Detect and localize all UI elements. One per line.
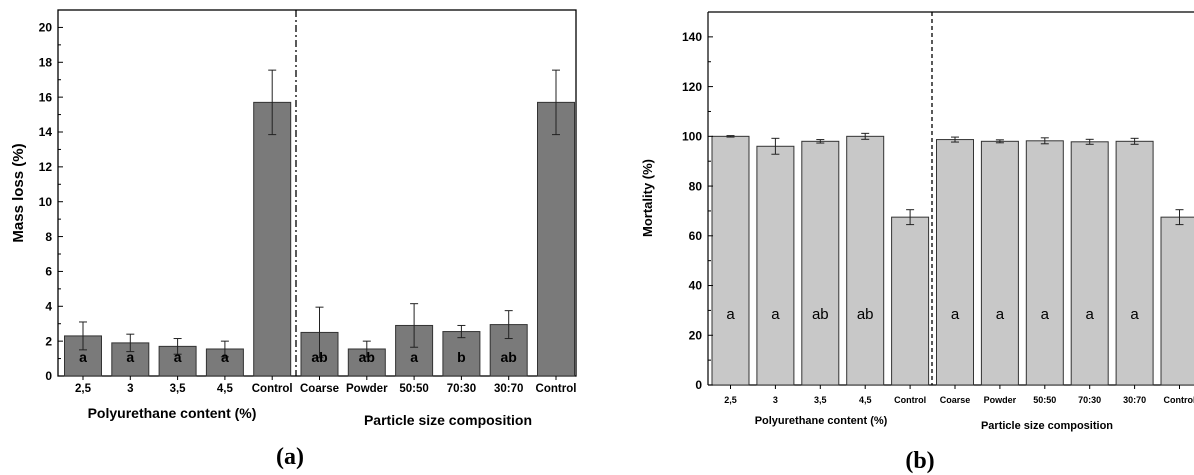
y-tick-label-a: 16 [39, 90, 53, 104]
bar-b-1 [756, 145, 795, 386]
x-tick-label-a-5: Coarse [300, 383, 339, 395]
y-tick-label-a: 8 [45, 230, 52, 244]
significance-letter-a-5: ab [311, 349, 327, 365]
significance-letter-b-3: ab [857, 306, 874, 323]
x-tick-label-a-2: 3,5 [170, 383, 187, 395]
significance-letter-b-1: a [771, 306, 780, 323]
bar-b-7 [1025, 140, 1064, 386]
y-tick-label-a: 18 [39, 55, 53, 69]
bar-b-2 [801, 140, 840, 386]
bar-b-3 [846, 135, 885, 386]
x-tick-label-a-7: 50:50 [399, 383, 428, 395]
y-tick-label-a: 0 [45, 369, 52, 383]
x-axis-a: 2,5 3 3,5 4,5 Control Coarse Powder 50:50 70:30 3… [75, 376, 576, 395]
bars-b: a a ab ab a a a a a [711, 132, 1194, 386]
plot-frame-a [57, 9, 577, 377]
x-tick-label-b-7: 50:50 [1033, 395, 1056, 405]
x-tick-label-a-9: 30:70 [494, 383, 523, 395]
bar-a-10 [537, 101, 575, 377]
x-tick-label-b-10: Control [1164, 395, 1194, 405]
chart-b: a a ab ab a a a a a 0 20 40 60 80 100 120 140 2,5 3 3,5 4,… [640, 11, 1194, 474]
x-tick-label-a-4: Control [252, 383, 293, 395]
x-tick-label-a-6: Powder [346, 383, 388, 395]
significance-letter-b-7: a [1041, 306, 1050, 323]
significance-letter-a-6: ab [359, 349, 375, 365]
significance-letter-b-8: a [1086, 306, 1095, 323]
bar-b-10 [1160, 216, 1194, 386]
y-tick-label-b: 60 [689, 229, 703, 243]
x-tick-label-b-5: Coarse [940, 395, 971, 405]
bar-b-6 [980, 140, 1019, 386]
significance-letter-b-2: ab [812, 306, 829, 323]
bars-a: a a a a ab ab a b ab [64, 69, 575, 377]
x-tick-label-b-3: 4,5 [859, 395, 872, 405]
bar-b-8 [1070, 141, 1109, 386]
y-tick-label-b: 140 [682, 30, 702, 44]
bar-b-9 [1115, 140, 1154, 386]
significance-letter-a-7: a [410, 349, 418, 365]
y-axis-a: 0 2 4 6 8 10 12 14 16 18 20 [39, 9, 63, 383]
x-tick-label-a-10: Control [536, 383, 577, 395]
significance-letter-b-9: a [1130, 306, 1139, 323]
group-label-b-particle: Particle size composition [981, 420, 1113, 432]
x-tick-label-b-4: Control [894, 395, 926, 405]
significance-letter-a-9: ab [501, 349, 517, 365]
bar-a-4 [253, 101, 292, 377]
y-tick-label-a: 4 [45, 299, 52, 313]
significance-letter-b-5: a [951, 306, 960, 323]
y-tick-label-a: 12 [39, 160, 53, 174]
y-tick-label-b: 80 [689, 179, 703, 193]
significance-letter-a-2: a [174, 349, 182, 365]
panel-label-b: (b) [905, 448, 934, 474]
group-label-a-polyurethane: Polyurethane content (%) [88, 405, 257, 421]
significance-letter-a-8: b [457, 349, 466, 365]
significance-letter-a-1: a [126, 349, 134, 365]
significance-letter-a-3: a [221, 349, 229, 365]
significance-letter-b-0: a [726, 306, 735, 323]
x-tick-label-b-6: Powder [984, 395, 1017, 405]
x-tick-label-a-1: 3 [127, 383, 133, 395]
y-tick-label-a: 10 [39, 195, 53, 209]
x-tick-label-b-9: 30:70 [1123, 395, 1146, 405]
significance-letter-a-0: a [79, 349, 87, 365]
y-tick-label-b: 20 [689, 328, 703, 342]
x-tick-label-b-8: 70:30 [1078, 395, 1101, 405]
y-tick-label-a: 14 [39, 125, 53, 139]
group-label-b-polyurethane: Polyurethane content (%) [755, 415, 888, 427]
bar-b-0 [711, 135, 750, 386]
bar-b-5 [936, 139, 974, 386]
x-axis-b: 2,5 3 3,5 4,5 Control Coarse Powder 50:50 70:30 3… [724, 385, 1194, 405]
x-tick-label-a-0: 2,5 [75, 383, 92, 395]
y-tick-label-b: 120 [682, 80, 702, 94]
panel-label-a: (a) [276, 444, 304, 470]
group-label-a-particle: Particle size composition [364, 412, 532, 428]
x-tick-label-a-8: 70:30 [447, 383, 476, 395]
y-tick-label-b: 100 [682, 130, 702, 144]
x-tick-label-b-1: 3 [773, 395, 778, 405]
x-tick-label-b-2: 3,5 [814, 395, 827, 405]
bar-b-4 [891, 216, 930, 386]
y-tick-label-b: 0 [695, 378, 702, 392]
significance-letter-b-6: a [996, 306, 1005, 323]
y-tick-label-a: 20 [39, 21, 53, 35]
y-tick-label-a: 6 [45, 265, 52, 279]
y-axis-label-b: Mortality (%) [640, 159, 655, 237]
y-axis-b: 0 20 40 60 80 100 120 140 [682, 11, 713, 392]
y-axis-label-a: Mass loss (%) [10, 143, 27, 242]
y-tick-label-a: 2 [45, 334, 52, 348]
x-tick-label-b-0: 2,5 [724, 395, 737, 405]
x-tick-label-a-3: 4,5 [217, 383, 234, 395]
y-tick-label-b: 40 [689, 279, 703, 293]
